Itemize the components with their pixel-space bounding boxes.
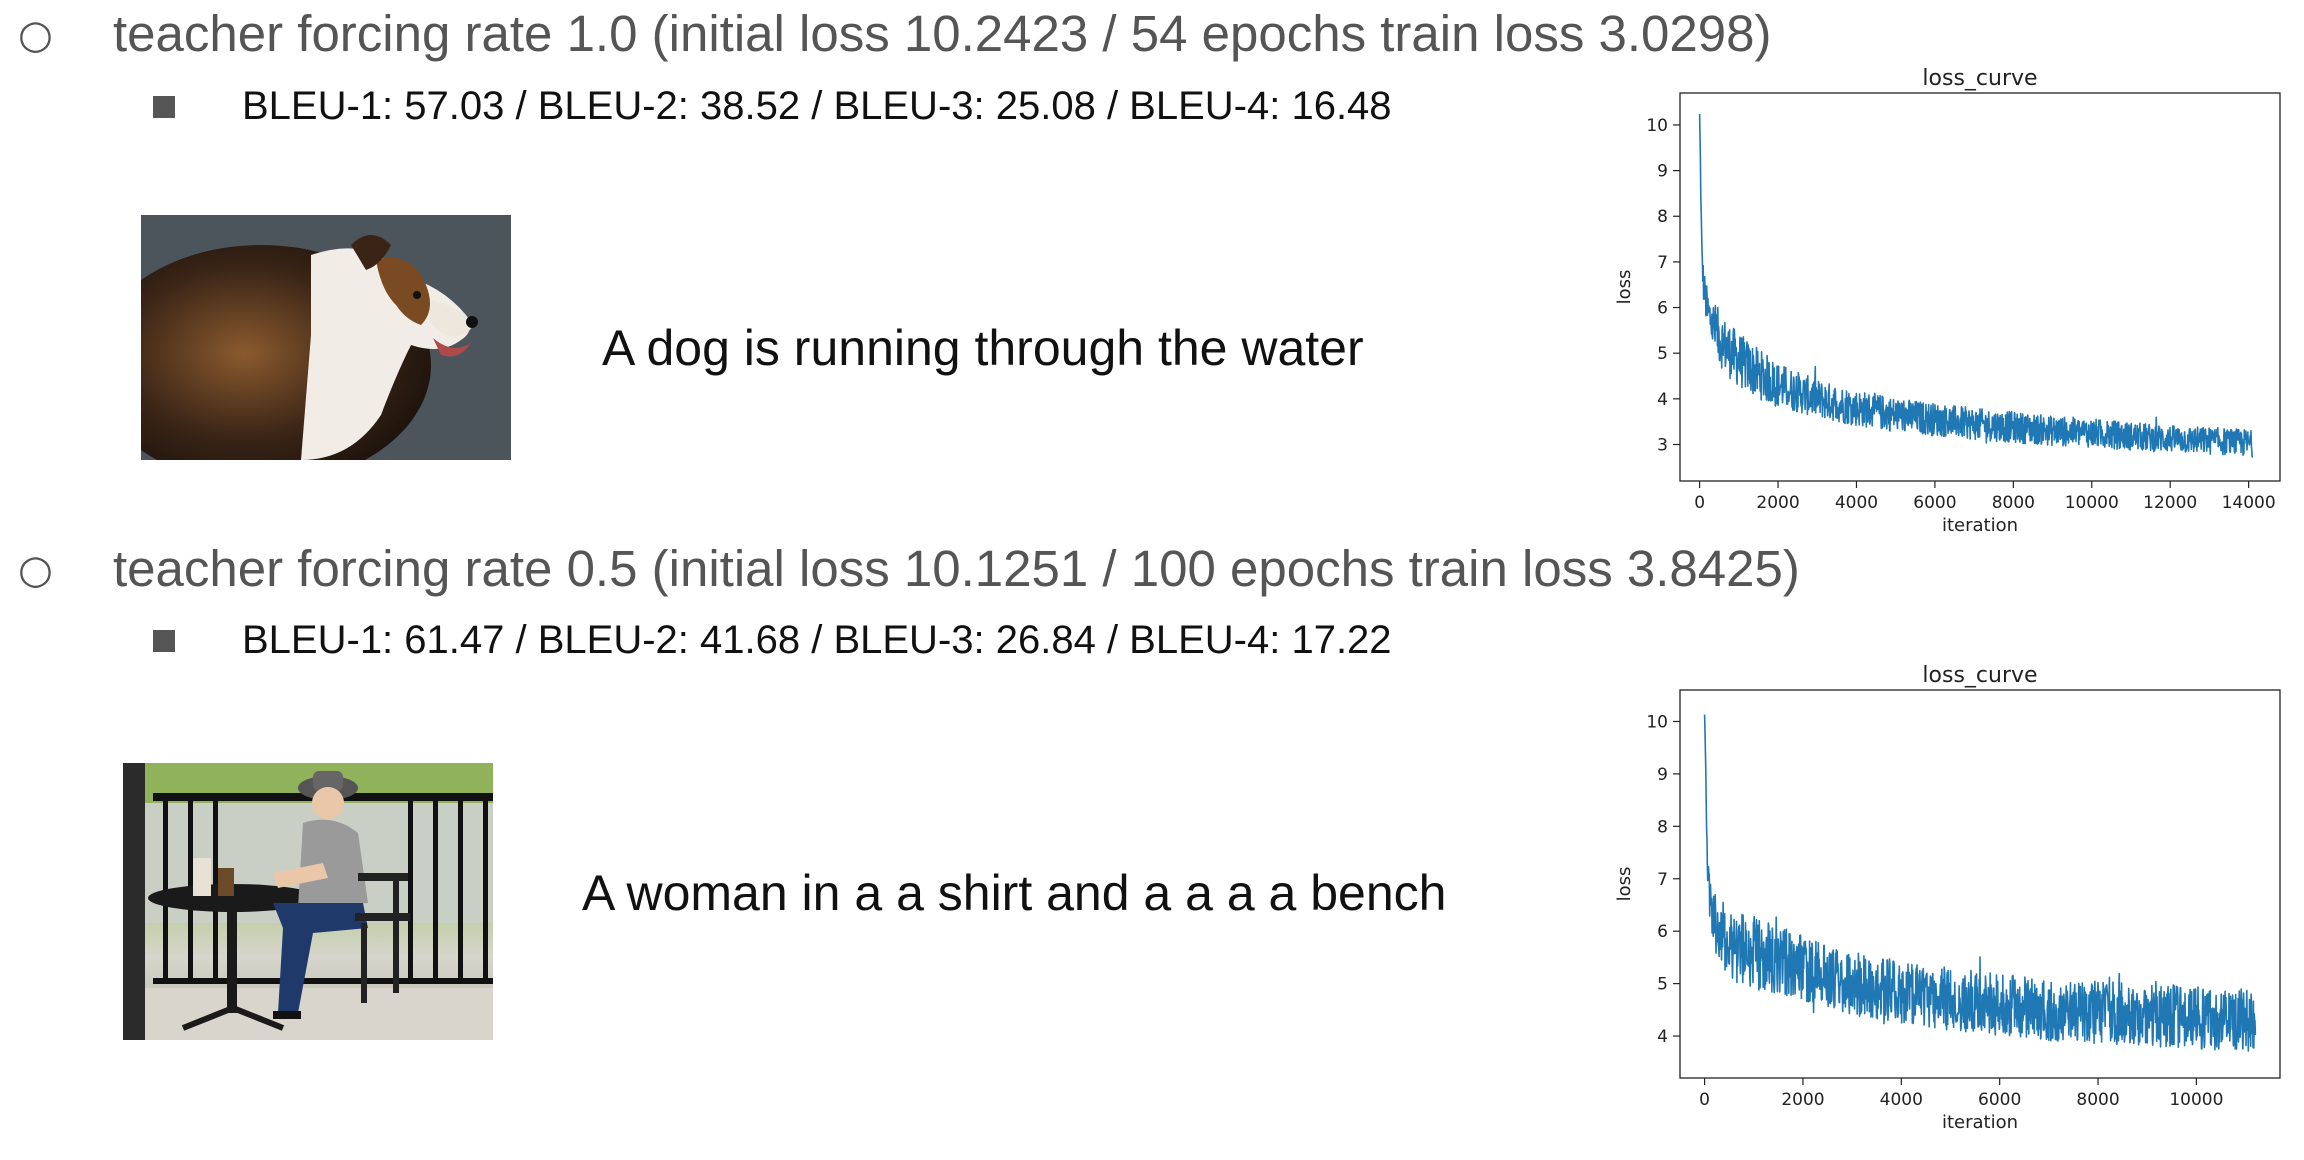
y-tick-label: 8 — [1657, 817, 1668, 837]
y-tick-label: 7 — [1657, 253, 1668, 273]
loss-line — [1703, 714, 2257, 1052]
y-tick-label: 6 — [1657, 299, 1668, 319]
x-tick-label: 12000 — [2143, 493, 2197, 513]
section-2-bleu-scores: BLEU-1: 61.47 / BLEU-2: 41.68 / BLEU-3: … — [242, 618, 1392, 662]
loss-chart-2: loss_curve 0 2000 4000 6000 8000 10000 4 5 6 7 8 9 10… — [1614, 663, 2281, 1133]
loss-line — [1698, 113, 2253, 458]
section-1-bullet: ○ — [18, 12, 53, 58]
x-axis-label: iteration — [1942, 515, 2018, 536]
x-tick-label: 0 — [1694, 493, 1705, 513]
x-tick-label: 8000 — [2076, 1090, 2119, 1110]
section-1-heading: teacher forcing rate 1.0 (initial loss 1… — [113, 5, 1772, 62]
x-tick-label: 8000 — [1992, 493, 2035, 513]
dog-photo-illustration — [141, 215, 511, 460]
plot-frame — [1679, 689, 2281, 1079]
y-tick-label: 4 — [1657, 390, 1668, 410]
y-tick-label: 9 — [1657, 765, 1668, 785]
y-axis-label: loss — [1614, 270, 1635, 305]
section-2-heading: teacher forcing rate 0.5 (initial loss 1… — [113, 540, 1800, 597]
y-tick-label: 10 — [1646, 712, 1668, 732]
chart-title: loss_curve — [1922, 66, 2037, 91]
y-tick-label: 3 — [1657, 435, 1668, 455]
section-2-bleu-bullet — [153, 630, 175, 652]
chart-title: loss_curve — [1922, 663, 2037, 688]
y-tick-label: 7 — [1657, 870, 1668, 890]
section-1-bleu-bullet — [153, 96, 175, 118]
dog-photo — [141, 215, 511, 460]
section-2-bullet: ○ — [18, 547, 53, 593]
plot-frame — [1679, 92, 2281, 482]
y-tick-label: 9 — [1657, 162, 1668, 182]
x-tick-label: 6000 — [1913, 493, 1956, 513]
y-tick-label: 5 — [1657, 975, 1668, 995]
y-tick-label: 10 — [1646, 116, 1668, 136]
woman-photo-illustration — [123, 763, 493, 1040]
x-tick-label: 4000 — [1835, 493, 1878, 513]
x-tick-label: 10000 — [2065, 493, 2119, 513]
x-tick-label: 2000 — [1756, 493, 1799, 513]
x-tick-label: 0 — [1699, 1090, 1710, 1110]
x-tick-label: 10000 — [2169, 1090, 2223, 1110]
woman-photo — [123, 763, 493, 1040]
x-tick-label: 2000 — [1781, 1090, 1824, 1110]
y-tick-label: 5 — [1657, 344, 1668, 364]
x-axis-label: iteration — [1942, 1112, 2018, 1133]
x-tick-label: 14000 — [2222, 493, 2276, 513]
section-1-bleu-scores: BLEU-1: 57.03 / BLEU-2: 38.52 / BLEU-3: … — [242, 84, 1392, 128]
section-2-caption: A woman in a a shirt and a a a a bench — [582, 865, 1447, 921]
y-tick-label: 6 — [1657, 922, 1668, 942]
loss-chart-1: loss_curve 0 2000 4000 6000 8000 10000 12000 140… — [1614, 66, 2281, 536]
y-tick-label: 4 — [1657, 1027, 1668, 1047]
x-tick-label: 4000 — [1880, 1090, 1923, 1110]
y-tick-label: 8 — [1657, 207, 1668, 227]
section-1-caption: A dog is running through the water — [602, 320, 1364, 376]
y-axis-label: loss — [1614, 867, 1635, 902]
x-tick-label: 6000 — [1978, 1090, 2021, 1110]
